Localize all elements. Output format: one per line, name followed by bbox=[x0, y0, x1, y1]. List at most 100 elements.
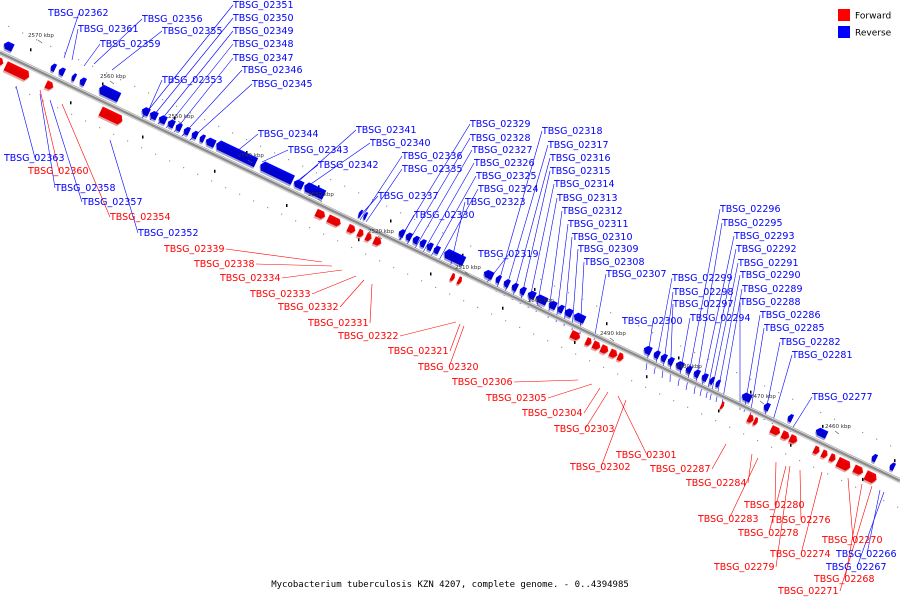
gene-label[interactable]: TBSG_02319 bbox=[477, 249, 539, 260]
gene-label[interactable]: TBSG_02297 bbox=[672, 299, 734, 310]
gene-label[interactable]: TBSG_02304 bbox=[521, 408, 583, 419]
reverse-gene[interactable] bbox=[699, 372, 710, 384]
reverse-gene[interactable] bbox=[673, 360, 685, 373]
gene-label[interactable]: TBSG_02271 bbox=[777, 586, 839, 597]
gene-label[interactable]: TBSG_02357 bbox=[81, 197, 143, 208]
gene-label[interactable]: TBSG_02318 bbox=[541, 126, 603, 137]
reverse-gene[interactable] bbox=[665, 356, 676, 368]
gene-label[interactable]: TBSG_02325 bbox=[475, 171, 537, 182]
forward-gene[interactable] bbox=[325, 214, 343, 229]
gene-label[interactable]: TBSG_02291 bbox=[737, 258, 799, 269]
gene-label[interactable]: TBSG_02350 bbox=[232, 13, 294, 24]
gene-label[interactable]: TBSG_02332 bbox=[277, 302, 339, 313]
forward-gene[interactable] bbox=[598, 344, 611, 356]
gene-label[interactable]: TBSG_02283 bbox=[697, 514, 759, 525]
gene-label[interactable]: TBSG_02302 bbox=[569, 462, 631, 473]
forward-gene[interactable] bbox=[834, 456, 853, 474]
gene-label[interactable]: TBSG_02305 bbox=[485, 393, 547, 404]
forward-gene[interactable] bbox=[355, 228, 366, 241]
gene-label[interactable]: TBSG_02267 bbox=[825, 562, 887, 573]
gene-label[interactable]: TBSG_02327 bbox=[471, 145, 533, 156]
forward-gene[interactable] bbox=[2, 61, 32, 83]
gene-label[interactable]: TBSG_02352 bbox=[137, 228, 199, 239]
forward-gene[interactable] bbox=[0, 56, 5, 69]
reverse-gene[interactable] bbox=[713, 379, 722, 390]
reverse-gene[interactable] bbox=[356, 209, 364, 220]
reverse-gene[interactable] bbox=[651, 349, 662, 361]
gene-label[interactable]: TBSG_02336 bbox=[401, 151, 463, 162]
reverse-gene[interactable] bbox=[213, 139, 259, 170]
reverse-gene[interactable] bbox=[197, 133, 207, 145]
reverse-gene[interactable] bbox=[69, 73, 78, 84]
reverse-gene[interactable] bbox=[658, 353, 669, 365]
gene-label[interactable]: TBSG_02353 bbox=[161, 75, 223, 86]
gene-label[interactable]: TBSG_02308 bbox=[583, 257, 645, 268]
gene-label[interactable]: TBSG_02277 bbox=[811, 392, 873, 403]
forward-gene[interactable] bbox=[787, 434, 800, 446]
gene-label[interactable]: TBSG_02326 bbox=[473, 158, 535, 169]
gene-label[interactable]: TBSG_02320 bbox=[417, 362, 479, 373]
reverse-gene[interactable] bbox=[562, 307, 574, 320]
reverse-gene[interactable] bbox=[441, 248, 467, 268]
forward-gene[interactable] bbox=[768, 425, 782, 438]
gene-label[interactable]: TBSG_02321 bbox=[387, 346, 449, 357]
gene-label[interactable]: TBSG_02340 bbox=[369, 138, 431, 149]
gene-label[interactable]: TBSG_02335 bbox=[401, 164, 463, 175]
gene-label[interactable]: TBSG_02312 bbox=[561, 206, 623, 217]
reverse-gene[interactable] bbox=[56, 66, 67, 79]
reverse-gene[interactable] bbox=[525, 289, 537, 302]
gene-label[interactable]: TBSG_02356 bbox=[141, 14, 203, 25]
gene-label[interactable]: TBSG_02362 bbox=[47, 8, 109, 19]
reverse-gene[interactable] bbox=[181, 126, 192, 138]
gene-label[interactable]: TBSG_02323 bbox=[464, 197, 526, 208]
forward-gene[interactable] bbox=[345, 223, 358, 236]
gene-label[interactable]: TBSG_02342 bbox=[317, 160, 379, 171]
reverse-gene[interactable] bbox=[555, 304, 566, 316]
forward-gene[interactable] bbox=[363, 232, 374, 244]
forward-gene[interactable] bbox=[718, 401, 726, 412]
gene-label[interactable]: TBSG_02279 bbox=[713, 562, 775, 573]
forward-gene[interactable] bbox=[615, 352, 626, 364]
reverse-gene[interactable] bbox=[1, 40, 15, 54]
gene-label[interactable]: TBSG_02270 bbox=[821, 535, 883, 546]
reverse-gene[interactable] bbox=[424, 241, 435, 254]
reverse-gene[interactable] bbox=[189, 130, 200, 142]
reverse-gene[interactable] bbox=[291, 178, 305, 192]
forward-gene[interactable] bbox=[43, 80, 56, 92]
gene-label[interactable]: TBSG_02349 bbox=[232, 26, 294, 37]
reverse-gene[interactable] bbox=[691, 368, 702, 381]
gene-label[interactable]: TBSG_02281 bbox=[791, 350, 853, 361]
gene-label[interactable]: TBSG_02296 bbox=[719, 204, 781, 215]
gene-label[interactable]: TBSG_02315 bbox=[549, 166, 611, 177]
reverse-gene[interactable] bbox=[481, 269, 495, 282]
gene-label[interactable]: TBSG_02286 bbox=[759, 310, 821, 321]
gene-label[interactable]: TBSG_02288 bbox=[739, 297, 801, 308]
gene-label[interactable]: TBSG_02313 bbox=[556, 193, 618, 204]
gene-label[interactable]: TBSG_02285 bbox=[763, 323, 825, 334]
gene-label[interactable]: TBSG_02309 bbox=[577, 244, 639, 255]
gene-label[interactable]: TBSG_02303 bbox=[553, 424, 615, 435]
gene-label[interactable]: TBSG_02348 bbox=[232, 39, 294, 50]
reverse-gene[interactable] bbox=[361, 211, 369, 222]
gene-label[interactable]: TBSG_02360 bbox=[27, 166, 89, 177]
forward-gene[interactable] bbox=[751, 416, 760, 428]
forward-gene[interactable] bbox=[819, 449, 830, 461]
gene-label[interactable]: TBSG_02287 bbox=[649, 464, 711, 475]
forward-gene[interactable] bbox=[313, 208, 327, 222]
reverse-gene[interactable] bbox=[517, 286, 528, 298]
forward-gene[interactable] bbox=[448, 272, 457, 284]
gene-label[interactable]: TBSG_02339 bbox=[163, 244, 225, 255]
reverse-gene[interactable] bbox=[410, 235, 421, 247]
reverse-gene[interactable] bbox=[139, 106, 151, 119]
gene-label[interactable]: TBSG_02317 bbox=[547, 140, 609, 151]
gene-label[interactable]: TBSG_02347 bbox=[232, 53, 294, 64]
gene-label[interactable]: TBSG_02334 bbox=[219, 273, 281, 284]
reverse-gene[interactable] bbox=[707, 376, 716, 387]
gene-label[interactable]: TBSG_02276 bbox=[769, 515, 831, 526]
reverse-gene[interactable] bbox=[396, 228, 407, 240]
gene-label[interactable]: TBSG_02292 bbox=[735, 244, 797, 255]
gene-label[interactable]: TBSG_02346 bbox=[241, 65, 303, 76]
gene-label[interactable]: TBSG_02361 bbox=[77, 24, 139, 35]
forward-gene[interactable] bbox=[745, 414, 756, 426]
gene-label[interactable]: TBSG_02300 bbox=[621, 316, 683, 327]
